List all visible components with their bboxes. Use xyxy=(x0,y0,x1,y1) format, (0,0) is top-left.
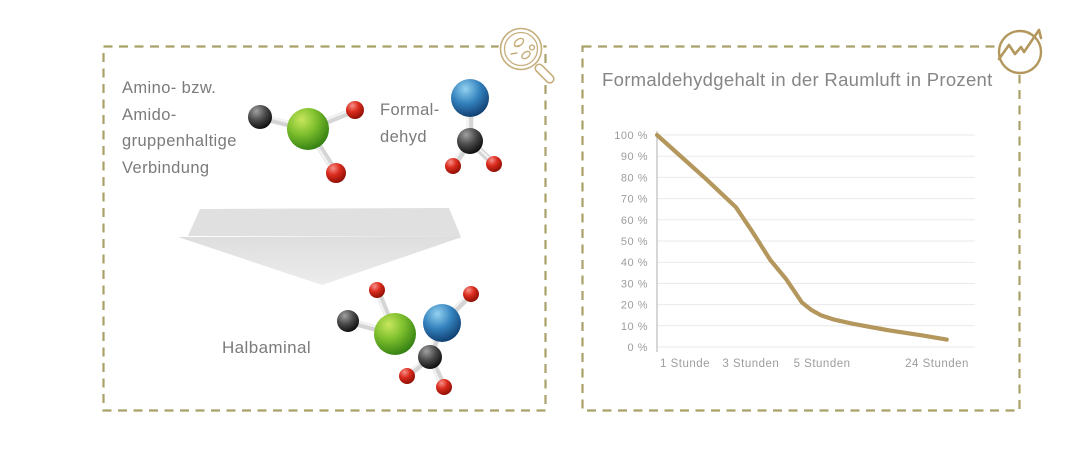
reactant-label-line: gruppenhaltige xyxy=(122,132,237,150)
reactant-label-line: Amino- bzw. xyxy=(122,79,217,97)
formaldehyde-label-line: dehyd xyxy=(380,127,427,146)
y-tick-label: 10 % xyxy=(621,321,648,333)
y-tick-label: 60 % xyxy=(621,215,648,227)
product-label: Halbaminal xyxy=(222,338,312,357)
trend-zigzag-line xyxy=(997,28,1043,61)
red-atom xyxy=(445,158,461,174)
reactant-label-line: Verbindung xyxy=(122,158,210,177)
magnifier-lens-inner xyxy=(503,31,539,67)
y-tick-label: 50 % xyxy=(621,236,648,248)
red-atom xyxy=(346,101,364,119)
magnifier-molecules-icon xyxy=(498,26,555,84)
molecule-amino-compound xyxy=(248,101,364,183)
chart-panel: Formaldehydgehalt in der Raumluft in Pro… xyxy=(581,45,1021,412)
formaldehyde-label-line: Formal- xyxy=(380,101,440,119)
y-tick-label: 0 % xyxy=(628,342,648,354)
y-tick-label: 20 % xyxy=(621,300,648,312)
y-tick-label: 30 % xyxy=(621,278,648,290)
reaction-diagram-graphics xyxy=(178,79,502,395)
x-tick-label: 5 Stunden xyxy=(794,358,851,370)
y-tick-label: 70 % xyxy=(621,194,648,206)
trend-circle xyxy=(997,29,1043,75)
y-tick-label: 40 % xyxy=(621,257,648,269)
black-atom xyxy=(457,128,483,154)
y-tick-label: 90 % xyxy=(621,151,648,163)
reactant-label-line: Amido- xyxy=(122,105,177,124)
x-tick-label: 1 Stunde xyxy=(660,358,710,370)
reaction-arrow-down xyxy=(178,208,462,285)
reactant-label: Amino- bzw. Amido- gruppenhaltige Verbin… xyxy=(122,75,237,181)
red-atom xyxy=(463,286,479,302)
molecule-halbaminal xyxy=(337,282,479,395)
green-atom xyxy=(287,108,329,150)
y-tick-label: 80 % xyxy=(621,172,648,184)
x-tick-label: 24 Stunden xyxy=(905,358,969,370)
red-atom xyxy=(326,163,346,183)
trend-chart-icon xyxy=(997,28,1043,75)
red-atom xyxy=(399,368,415,384)
x-tick-label: 3 Stunden xyxy=(722,358,779,370)
red-atom xyxy=(486,156,502,172)
chart-plot: 0 % 10 % 20 % 30 % 40 % 50 % 60 % 70 % 80 % 90 % 1… xyxy=(614,130,975,370)
arrow-head xyxy=(178,237,462,285)
molecule-formaldehyde xyxy=(445,79,502,174)
blue-atom xyxy=(451,79,489,117)
formaldehyde-decay-line xyxy=(654,132,949,342)
formaldehyde-label: Formal- dehyd xyxy=(380,97,440,150)
black-atom xyxy=(337,310,359,332)
magnifier-handle xyxy=(534,63,555,84)
reaction-diagram-panel: Amino- bzw. Amido- gruppenhaltige Verbin… xyxy=(102,45,547,412)
red-atom xyxy=(436,379,452,395)
blue-atom xyxy=(423,304,461,342)
black-atom xyxy=(418,345,442,369)
chart-title: Formaldehydgehalt in der Raumluft in Pro… xyxy=(602,69,993,90)
black-atom xyxy=(248,105,272,129)
green-atom xyxy=(374,313,416,355)
magnifier-lens-outer xyxy=(499,27,543,71)
arrow-shaft-face xyxy=(188,208,461,237)
red-atom xyxy=(369,282,385,298)
microbe-shapes xyxy=(510,37,536,60)
y-tick-label: 100 % xyxy=(614,130,648,142)
